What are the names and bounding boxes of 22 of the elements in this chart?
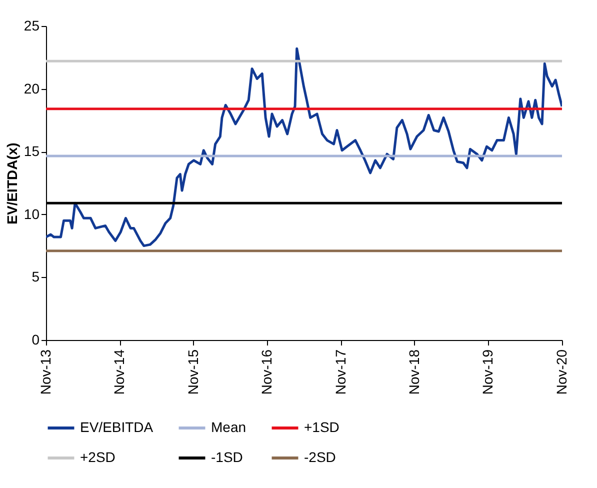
y-tick-label: 15 (24, 143, 40, 160)
legend-label: -1SD (211, 449, 243, 465)
legend-label: Mean (211, 419, 246, 435)
y-axis-title: EV/EITDA(x) (4, 142, 20, 224)
x-tick-label: Nov-13 (38, 349, 54, 395)
x-tick-label: Nov-19 (480, 349, 496, 395)
y-tick-label: 5 (32, 268, 40, 285)
x-tick-label: Nov-17 (332, 349, 348, 395)
x-tick-label: Nov-16 (258, 349, 275, 395)
legend-label: +1SD (304, 419, 340, 435)
y-tick-label: 25 (24, 18, 40, 34)
y-tick-label: 0 (32, 332, 40, 348)
line-series (46, 47, 562, 248)
x-tick-label: Nov-14 (111, 349, 128, 395)
x-tick-label: Nov-15 (184, 349, 201, 395)
y-tick-label: 20 (24, 80, 40, 96)
legend-label: EV/EBITDA (80, 419, 154, 435)
x-tick-label: Nov-18 (406, 349, 422, 395)
legend-label: +2SD (80, 449, 116, 465)
legend-label: -2SD (304, 449, 336, 465)
x-tick-label: Nov-20 (554, 349, 570, 395)
y-tick-label: 10 (24, 206, 40, 222)
